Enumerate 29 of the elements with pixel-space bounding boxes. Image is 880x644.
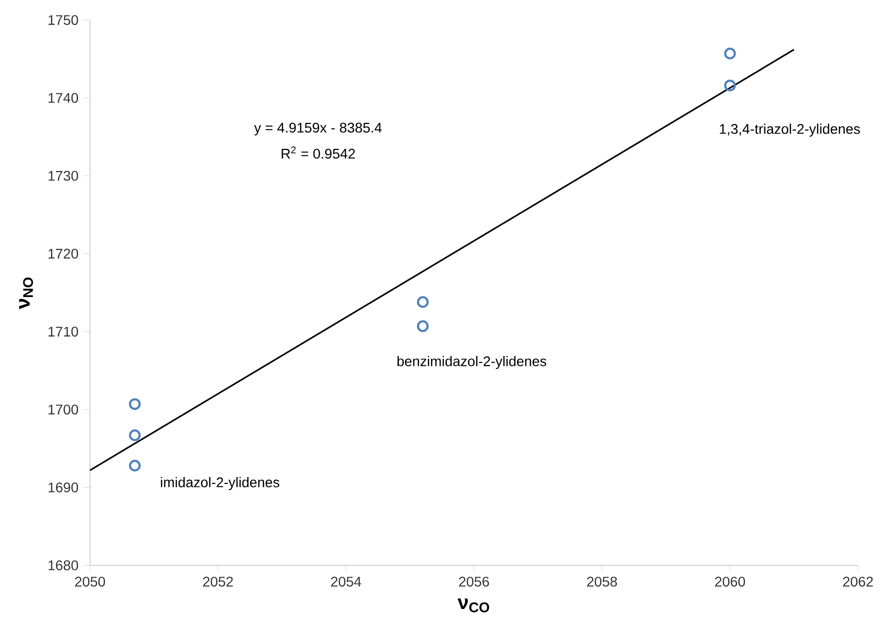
point <box>416 320 429 332</box>
y-tick-label: 1720 <box>48 248 78 259</box>
y-tick-label: 1740 <box>48 92 78 103</box>
y-tick-label: 1750 <box>48 15 78 25</box>
annotation: y = 4.9159x - 8385.4 <box>254 122 382 136</box>
annotation: benzimidazol-2-ylidenes <box>398 356 546 370</box>
x-tick-label: 2058 <box>587 576 617 587</box>
point <box>128 460 141 472</box>
x-tick-label: 2050 <box>75 576 106 587</box>
x-tick-label: 2062 <box>843 576 873 587</box>
y-tick-label: 1730 <box>48 170 78 181</box>
x-tick-label: 2054 <box>331 576 362 587</box>
annotation: R$^{2}$ = 0.9542 <box>282 146 355 159</box>
y-tick-label: 1690 <box>48 482 78 492</box>
y-axis-title: ν$_{NO}$ <box>19 278 34 310</box>
annotation: imidazol-2-ylidenes <box>160 477 280 490</box>
x-axis-title: ν$_{CO}$ <box>458 598 490 612</box>
annotation: 1,3,4-triazol-2-ylidenes <box>720 124 860 137</box>
x-tick-label: 2056 <box>459 576 489 587</box>
y-tick-label: 1680 <box>48 560 78 570</box>
point <box>128 429 141 442</box>
x-tick-label: 2060 <box>715 576 746 587</box>
point <box>724 80 736 92</box>
point <box>724 48 736 60</box>
y-tick-label: 1700 <box>48 404 78 414</box>
y-tick-label: 1710 <box>48 326 78 337</box>
x-tick-label: 2052 <box>203 576 233 587</box>
point <box>416 296 429 308</box>
point <box>128 398 141 410</box>
